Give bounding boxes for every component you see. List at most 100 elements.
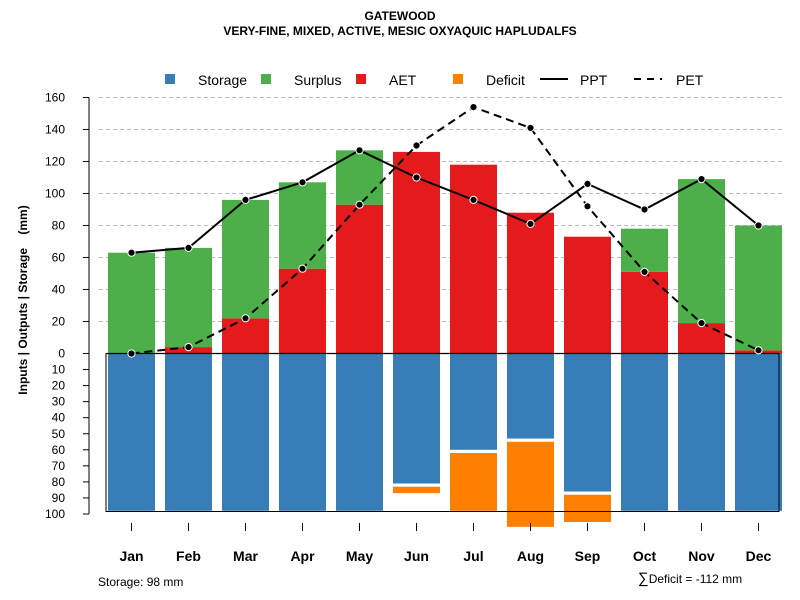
y-tick-label: 140 (45, 123, 65, 137)
ppt-point (355, 146, 364, 155)
y-tick-label: 160 (45, 91, 65, 105)
x-tick-label: Nov (688, 548, 715, 564)
legend-surplus-label: Surplus (294, 72, 341, 88)
y-tick-label: 50 (52, 427, 66, 441)
x-tick-label: Jan (119, 548, 143, 564)
pet-point (469, 103, 478, 112)
pet-point (241, 314, 250, 323)
y-tick-label: 10 (52, 363, 66, 377)
storage-bar (108, 353, 155, 511)
surplus-bar (678, 179, 725, 324)
deficit-total-note: ∑Deficit = -112 mm (638, 570, 742, 587)
x-tick-label: Feb (176, 548, 201, 564)
ppt-point (184, 243, 193, 252)
lines (127, 103, 763, 358)
y-tick-label: 60 (52, 251, 66, 265)
legend-deficit-swatch (453, 74, 463, 84)
bars (105, 150, 782, 527)
deficit-total-text: Deficit = -112 mm (648, 572, 743, 586)
aet-bar (222, 318, 269, 354)
ppt-point (583, 179, 592, 188)
aet-bar (507, 212, 554, 354)
grid-lines (99, 97, 785, 322)
pet-point (526, 123, 535, 133)
pet-point (184, 343, 193, 352)
ppt-line (131, 149, 760, 254)
y-tick-label: 80 (52, 219, 66, 233)
x-tick-label: Oct (633, 548, 657, 564)
storage-bar (507, 353, 554, 439)
legend-storage-swatch (165, 74, 175, 84)
y-tick-label: 20 (52, 379, 66, 393)
ppt-point (241, 195, 250, 204)
y-tick-label: 40 (52, 283, 66, 297)
surplus-bar (222, 199, 269, 319)
ppt-point (298, 178, 307, 187)
storage-bar (621, 353, 668, 511)
ppt-point (526, 219, 535, 228)
legend-ppt-label: PPT (580, 72, 608, 88)
x-tick-label: Apr (290, 548, 315, 564)
ppt-point (469, 195, 478, 204)
ppt-point (697, 175, 706, 184)
y-tick-label: 90 (52, 491, 66, 505)
axes: 0 20 40 60 80 100 120 140 160 10 20 30 40 50 60 70 80 90 1… (16, 91, 772, 565)
storage-bar (336, 353, 383, 511)
y-axis-label: Inputs | Outputs | Storage (mm) (16, 205, 30, 394)
storage-bar (735, 353, 782, 511)
surplus-bar (279, 182, 326, 269)
x-tick-label: Mar (233, 548, 258, 564)
chart-subtitle: VERY-FINE, MIXED, ACTIVE, MESIC OXYAQUIC… (223, 24, 577, 38)
aet-bar (678, 323, 725, 354)
y-tick-label: 120 (45, 155, 65, 169)
legend: Storage Surplus AET Deficit PPT PET (165, 72, 704, 88)
surplus-bar (108, 252, 155, 354)
storage-bar (450, 353, 497, 450)
chart-title: GATEWOOD (364, 9, 436, 23)
storage-total-note: Storage: 98 mm (98, 575, 184, 589)
y-tick-label: 80 (52, 475, 66, 489)
x-tick-label: Jul (463, 548, 483, 564)
surplus-bar (621, 228, 668, 272)
aet-bar (393, 151, 440, 354)
y-tick-label: 20 (52, 315, 66, 329)
pet-point (697, 319, 706, 328)
surplus-bar (735, 225, 782, 351)
deficit-bar (564, 494, 611, 523)
y-tick-label: 70 (52, 459, 66, 473)
storage-bar (222, 353, 269, 511)
storage-bar (279, 353, 326, 511)
deficit-bar (450, 453, 497, 511)
ppt-point (754, 221, 763, 230)
x-tick-label: Dec (746, 548, 772, 564)
pet-point (298, 264, 307, 273)
pet-point (640, 267, 649, 276)
y-tick-label: 0 (58, 347, 65, 361)
legend-pet-label: PET (676, 72, 704, 88)
deficit-bar (393, 486, 440, 494)
storage-bar (564, 353, 611, 492)
legend-surplus-swatch (261, 74, 271, 84)
aet-bar (564, 236, 611, 354)
y-tick-label: 100 (45, 507, 65, 521)
legend-aet-swatch (356, 74, 366, 84)
ppt-point (412, 173, 421, 182)
storage-bar (165, 353, 212, 511)
pet-line (131, 105, 759, 355)
y-tick-label: 100 (45, 187, 65, 201)
ppt-point (640, 205, 649, 214)
storage-bar (678, 353, 725, 511)
aet-bar (621, 271, 668, 354)
x-tick-label: Aug (517, 548, 544, 564)
sigma-icon: ∑ (638, 570, 649, 587)
x-tick-label: Jun (404, 548, 429, 564)
y-tick-label: 40 (52, 411, 66, 425)
legend-deficit-label: Deficit (486, 72, 525, 88)
ppt-point (127, 248, 136, 257)
x-tick-label: May (346, 548, 373, 564)
legend-storage-label: Storage (198, 72, 247, 88)
y-tick-label: 60 (52, 443, 66, 457)
legend-aet-label: AET (389, 72, 417, 88)
deficit-bar (507, 441, 554, 527)
